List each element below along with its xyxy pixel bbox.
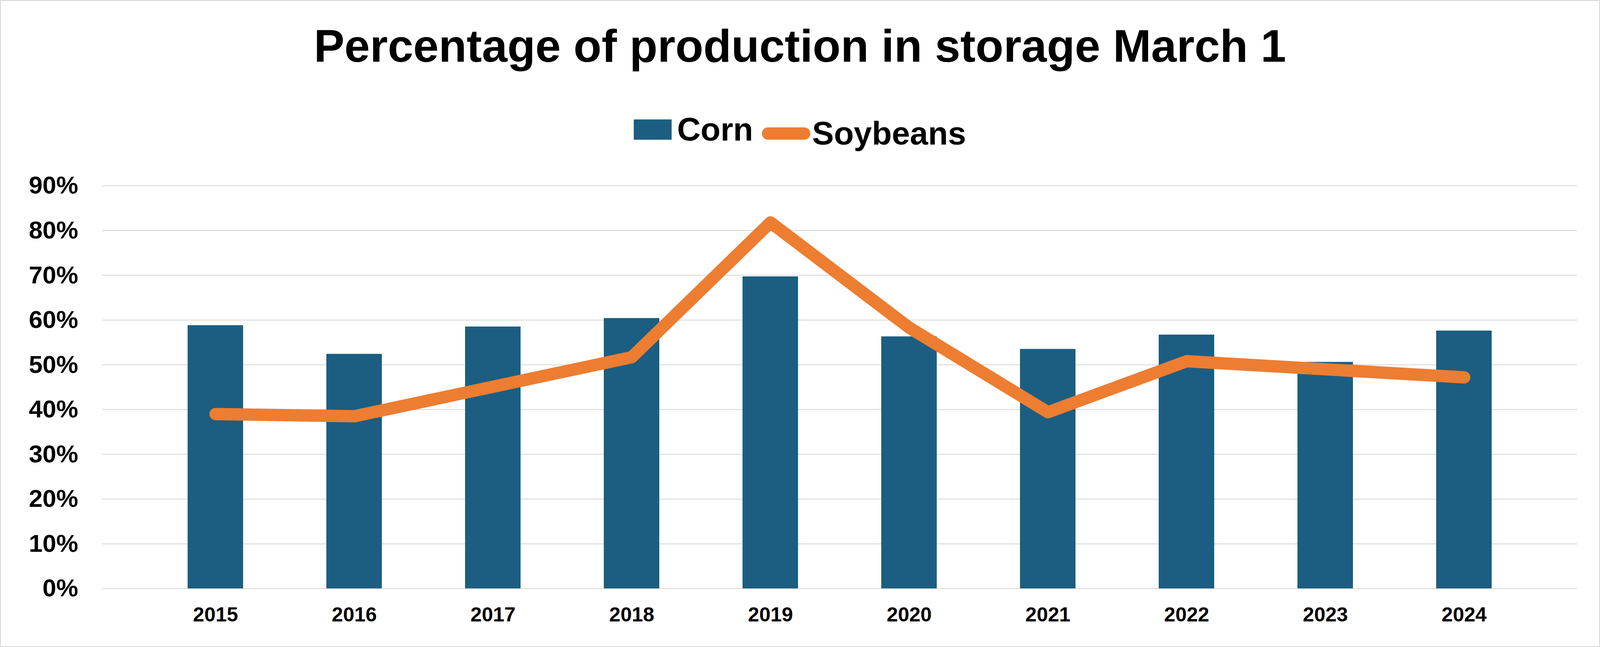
svg-text:2017: 2017 <box>470 602 516 626</box>
svg-text:0%: 0% <box>42 573 79 602</box>
svg-text:50%: 50% <box>28 350 78 378</box>
svg-text:20%: 20% <box>28 484 78 512</box>
svg-text:40%: 40% <box>28 394 78 423</box>
svg-text:2019: 2019 <box>747 602 793 626</box>
html-text:Soybeans: Soybeans <box>812 114 967 152</box>
html-text:Corn: Corn <box>677 110 754 148</box>
svg-text:2022: 2022 <box>1163 602 1209 626</box>
svg-text:2024: 2024 <box>1441 602 1487 626</box>
svg-text:2015: 2015 <box>192 602 238 626</box>
svg-text:2018: 2018 <box>609 602 655 626</box>
svg-text:30%: 30% <box>28 439 78 468</box>
svg-text:2020: 2020 <box>886 602 932 626</box>
svg-text:60%: 60% <box>28 305 78 333</box>
html-text:Percentage of production in st: Percentage of production in storage Marc… <box>313 20 1287 72</box>
svg-text:2016: 2016 <box>331 602 377 626</box>
svg-text:90%: 90% <box>28 170 78 199</box>
svg-text:80%: 80% <box>28 215 78 244</box>
svg-text:70%: 70% <box>28 260 78 289</box>
svg-text:2023: 2023 <box>1302 602 1348 626</box>
svg-text:2021: 2021 <box>1025 602 1071 626</box>
svg-text:10%: 10% <box>28 528 78 557</box>
